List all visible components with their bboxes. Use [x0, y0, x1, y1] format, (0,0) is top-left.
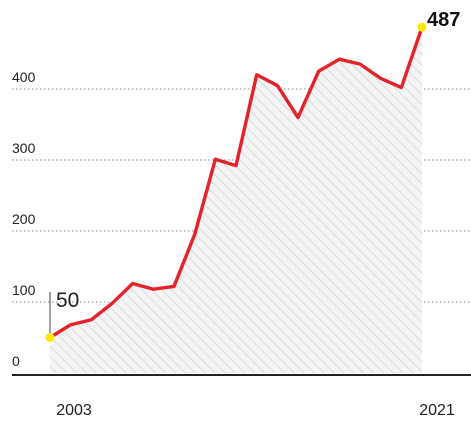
end-point	[417, 22, 427, 32]
end-value-label: 487	[427, 9, 460, 31]
x-axis-ticks: 2003 2021	[56, 402, 455, 419]
series-line	[48, 25, 424, 340]
start-point	[45, 333, 55, 342]
area-fill	[50, 27, 422, 373]
y-tick-label-300: 300	[12, 140, 36, 156]
y-tick-label-400: 400	[12, 69, 36, 85]
start-value-label: 50	[56, 289, 79, 312]
y-axis-ticks: 0 100 200 300 400	[12, 69, 36, 369]
x-tick-label-first: 2003	[56, 402, 92, 419]
y-tick-label-200: 200	[12, 211, 36, 227]
x-tick-label-last: 2021	[419, 402, 455, 419]
y-tick-label-0: 0	[12, 353, 20, 369]
y-tick-label-100: 100	[12, 282, 36, 298]
